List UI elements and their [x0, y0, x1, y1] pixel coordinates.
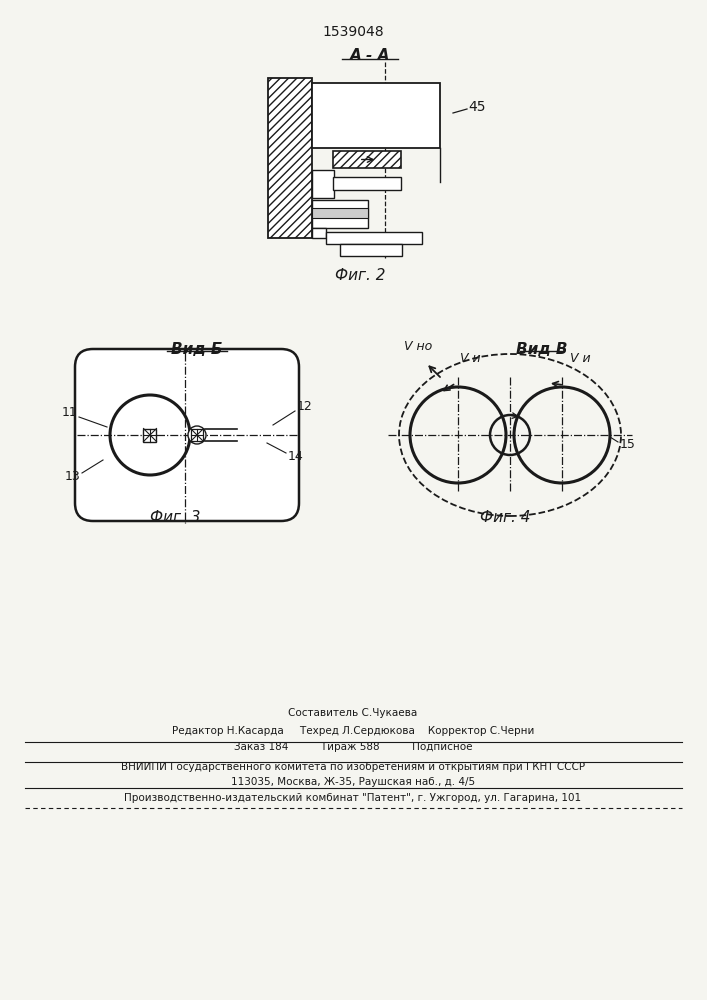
- Bar: [191, 429, 203, 441]
- Bar: [144, 428, 156, 442]
- Text: А - А: А - А: [350, 48, 390, 63]
- Text: 45: 45: [468, 100, 486, 114]
- Text: 14: 14: [288, 450, 304, 464]
- Text: ВНИИПИ Государственного комитета по изобретениям и открытиям при ГКНТ СССР: ВНИИПИ Государственного комитета по изоб…: [121, 762, 585, 772]
- Text: 15: 15: [620, 438, 636, 452]
- Text: Фиг. 3: Фиг. 3: [150, 510, 200, 525]
- Text: 1539048: 1539048: [322, 25, 384, 39]
- Text: 12: 12: [297, 400, 312, 414]
- Text: Заказ 184          Тираж 588          Подписное: Заказ 184 Тираж 588 Подписное: [234, 742, 472, 752]
- Text: Составитель С.Чукаева: Составитель С.Чукаева: [288, 708, 418, 718]
- Bar: [312, 208, 368, 218]
- Bar: [326, 232, 422, 244]
- Bar: [333, 177, 401, 190]
- Bar: [312, 200, 368, 228]
- Text: V но: V но: [404, 340, 432, 353]
- Text: Вид Б: Вид Б: [171, 342, 223, 357]
- Text: Фиг. 4: Фиг. 4: [480, 510, 530, 525]
- Text: 11: 11: [62, 406, 77, 420]
- Circle shape: [188, 426, 206, 444]
- Bar: [268, 78, 312, 238]
- Bar: [312, 83, 440, 148]
- Text: Фиг. 2: Фиг. 2: [334, 268, 385, 283]
- Bar: [333, 151, 401, 168]
- Text: Редактор Н.Касарда     Техред Л.Сердюкова    Корректор С.Черни: Редактор Н.Касарда Техред Л.Сердюкова Ко…: [172, 726, 534, 736]
- Text: 113035, Москва, Ж-35, Раушская наб., д. 4/5: 113035, Москва, Ж-35, Раушская наб., д. …: [231, 777, 475, 787]
- Bar: [312, 228, 326, 238]
- FancyBboxPatch shape: [75, 349, 299, 521]
- Text: Производственно-издательский комбинат "Патент", г. Ужгород, ул. Гагарина, 101: Производственно-издательский комбинат "П…: [124, 793, 582, 803]
- Text: 13: 13: [64, 471, 80, 484]
- Text: V и: V и: [460, 352, 480, 365]
- Bar: [340, 244, 402, 256]
- Text: Вид В: Вид В: [516, 342, 568, 357]
- Text: V и: V и: [570, 352, 590, 365]
- Bar: [312, 170, 334, 198]
